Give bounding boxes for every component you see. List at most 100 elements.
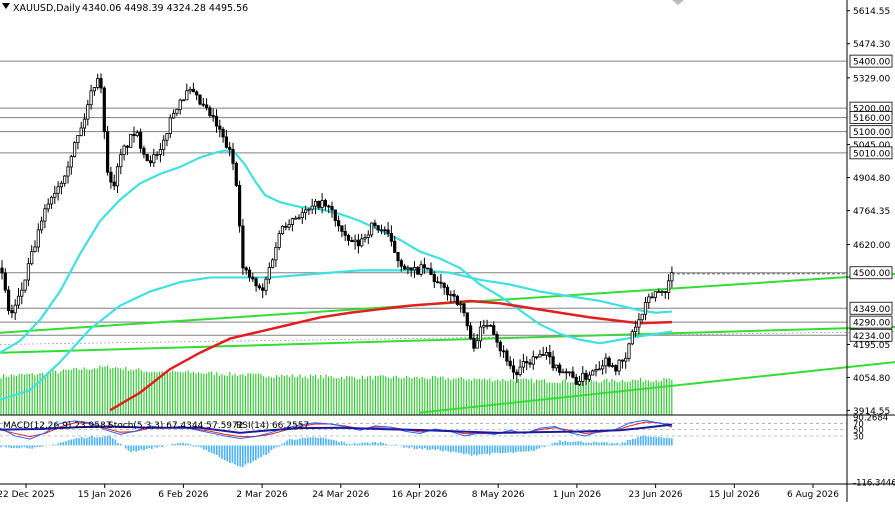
candle-body (548, 351, 552, 358)
candle-body (274, 246, 278, 261)
candle-body (175, 108, 179, 114)
indicator-tick-label: 70 (853, 420, 864, 430)
candle-body (459, 303, 463, 306)
symbol-label: XAUUSD,Daily (13, 3, 81, 14)
candle-body (231, 149, 235, 164)
candle-body (360, 238, 364, 247)
x-tick-label: 8 May 2026 (472, 490, 525, 500)
dropdown-arrow-icon[interactable] (2, 3, 10, 9)
candle-body (102, 87, 106, 133)
candle-body (558, 364, 562, 373)
level-label-box (849, 328, 893, 342)
candle-body (198, 94, 202, 105)
x-tick-label: 1 Jun 2026 (553, 490, 602, 500)
candle-body (122, 145, 126, 156)
y-tick-label: 4195.05 (853, 341, 890, 351)
candle-body (89, 90, 93, 106)
candle-body (369, 222, 374, 236)
candle-body (3, 272, 7, 291)
candle-body (591, 370, 595, 376)
candle-body (333, 209, 337, 221)
candle-body (158, 148, 162, 155)
candle-body (475, 340, 479, 349)
candle-body (439, 281, 443, 284)
candle-body (33, 246, 37, 253)
candle-body (396, 251, 400, 262)
candle-body (353, 239, 357, 243)
y-tick-label: 5614.55 (853, 7, 890, 17)
level-label-box (849, 266, 893, 280)
candle-body (73, 142, 77, 157)
candle-body (241, 225, 245, 269)
candle-body (670, 272, 674, 282)
x-tick-label: 6 Aug 2026 (787, 490, 839, 500)
candle-body (535, 356, 539, 359)
candle-body (356, 239, 361, 247)
candle-body (376, 225, 380, 231)
candle-body (162, 139, 166, 150)
candle-body (138, 131, 143, 149)
trend-line[interactable] (0, 325, 895, 354)
candle-body (657, 291, 661, 294)
candle-body (419, 264, 423, 275)
candle-body (574, 376, 578, 385)
candle-body (564, 371, 568, 374)
candle-body (270, 259, 275, 268)
y-tick-label: 4054.80 (853, 374, 890, 384)
x-tick-label: 22 Dec 2025 (0, 490, 55, 500)
main-plot (0, 60, 895, 415)
candle-body (168, 117, 172, 134)
candle-body (69, 156, 73, 168)
candle-body (63, 175, 67, 184)
candle-body (650, 296, 654, 299)
candle-body (171, 112, 176, 119)
candle-body (393, 240, 397, 253)
y-tick-label: 5474.30 (853, 40, 890, 50)
candle-body (525, 361, 529, 364)
candle-body (614, 365, 618, 372)
header: XAUUSD,Daily 4340.06 4498.39 4324.28 449… (2, 3, 309, 431)
candle-body (449, 293, 453, 296)
indicator-tick-label: 50 (853, 426, 864, 436)
candle-body (264, 278, 268, 291)
projection-line (0, 331, 895, 345)
candle-body (79, 127, 83, 136)
candle-body (294, 217, 298, 220)
candle-body (617, 359, 621, 372)
candle-body (152, 154, 156, 164)
y-tick-label: 5045.00 (853, 141, 890, 151)
candle-body (228, 146, 232, 150)
candle-body (518, 366, 522, 376)
candle-body (188, 88, 192, 92)
candle-body (303, 209, 308, 214)
candle-body (482, 325, 486, 328)
candle-body (336, 220, 341, 227)
rsi-label: RSI(14) 66.2557 (236, 421, 309, 431)
candle-body (568, 371, 572, 374)
candle-body (604, 357, 608, 367)
candle-body (310, 205, 314, 210)
scroll-marker-icon[interactable] (672, 0, 684, 5)
candle-body (53, 192, 57, 198)
candle-body (478, 326, 483, 342)
candle-body (191, 88, 195, 93)
candle-body (20, 289, 24, 297)
level-label: 4290.00 (853, 319, 890, 329)
candle-body (416, 267, 420, 275)
candle-body (49, 196, 54, 205)
candle-body (455, 295, 460, 305)
candle-body (528, 362, 532, 365)
candle-body (492, 325, 496, 335)
trend-line[interactable] (419, 361, 895, 414)
level-label-box (849, 54, 893, 68)
candle-body (366, 234, 370, 238)
level-label: 5010.00 (853, 149, 890, 159)
candle-body (129, 133, 133, 148)
x-tick-label: 2 Mar 2026 (236, 490, 288, 500)
y-tick-label: 5329.00 (853, 74, 890, 84)
candle-body (637, 319, 641, 328)
x-tick-label: 15 Jul 2026 (709, 490, 760, 500)
